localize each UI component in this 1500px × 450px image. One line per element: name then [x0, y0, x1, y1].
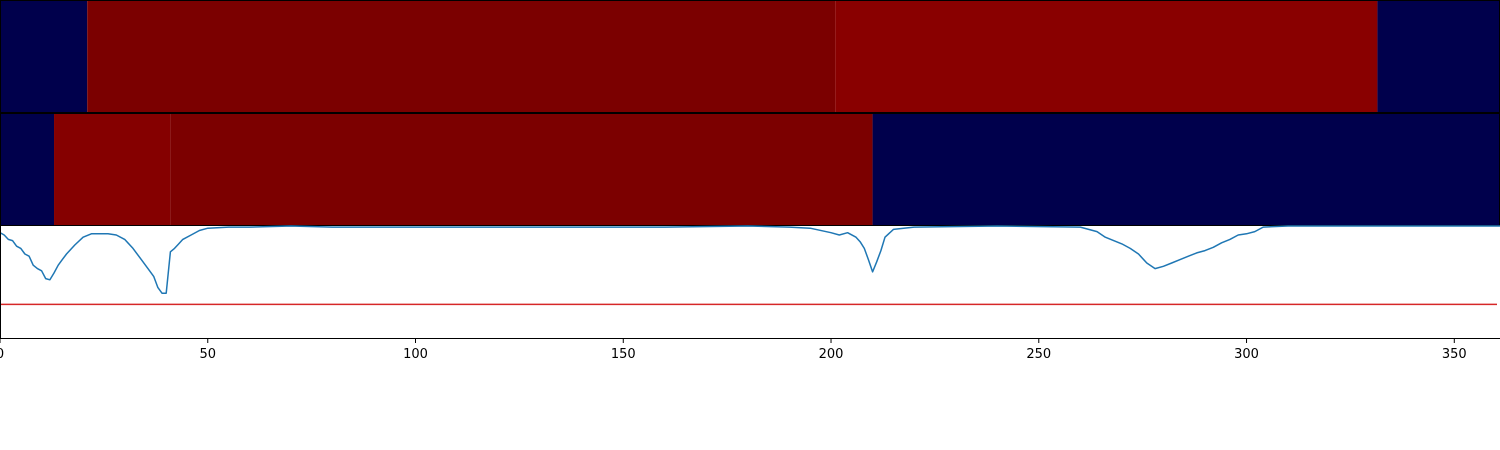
heatmap-middle	[0, 113, 1500, 226]
x-tick-label: 100	[403, 347, 428, 362]
line-layer	[0, 225, 1500, 338]
x-axis: 0 50 100 150 200 250 300 350	[0, 226, 1500, 362]
x-tick-label: 300	[1234, 347, 1259, 362]
x-tick-label: 150	[611, 347, 636, 362]
heatmap-cell	[835, 1, 1378, 112]
series-line	[0, 225, 1500, 294]
x-tick-label: 350	[1442, 347, 1467, 362]
x-tick-label: 0	[0, 347, 4, 362]
heatmap-top	[0, 0, 1500, 113]
heatmap-cell	[1377, 1, 1500, 112]
heatmap-cell	[170, 114, 873, 225]
x-tick-label: 50	[199, 347, 216, 362]
x-tick-label: 250	[1026, 347, 1051, 362]
x-tick-label: 200	[819, 347, 844, 362]
line-panel: 0 50 100 150 200 250 300 350	[0, 225, 1500, 362]
plot-background	[0, 226, 1500, 338]
heatmap-cell	[0, 1, 88, 112]
heatmap-cell	[872, 114, 1500, 225]
heatmap-cell	[0, 114, 55, 225]
heatmap-cell	[87, 1, 836, 112]
heatmap-cell	[54, 114, 171, 225]
